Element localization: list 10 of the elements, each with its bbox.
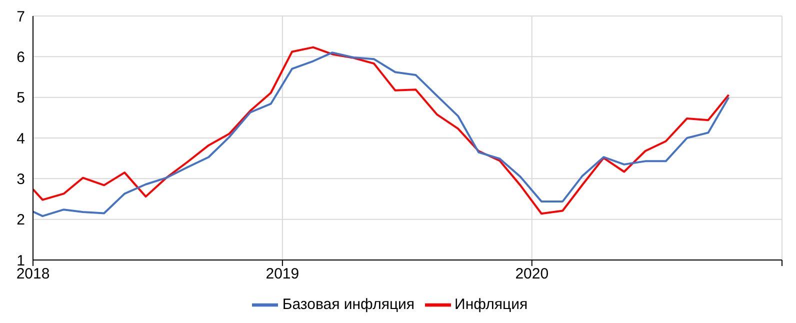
y-tick-label: 4 bbox=[16, 130, 25, 148]
legend-label: Инфляция bbox=[454, 296, 528, 313]
legend-label: Базовая инфляция bbox=[282, 296, 415, 313]
y-tick-label: 3 bbox=[16, 170, 25, 188]
y-tick-label: 2 bbox=[16, 212, 25, 229]
x-tick-label: 2020 bbox=[515, 266, 549, 283]
y-tick-label: 6 bbox=[16, 48, 25, 66]
x-tick-label: 2019 bbox=[266, 266, 300, 283]
y-tick-label: 7 bbox=[16, 8, 25, 26]
y-tick-label: 5 bbox=[16, 90, 25, 107]
